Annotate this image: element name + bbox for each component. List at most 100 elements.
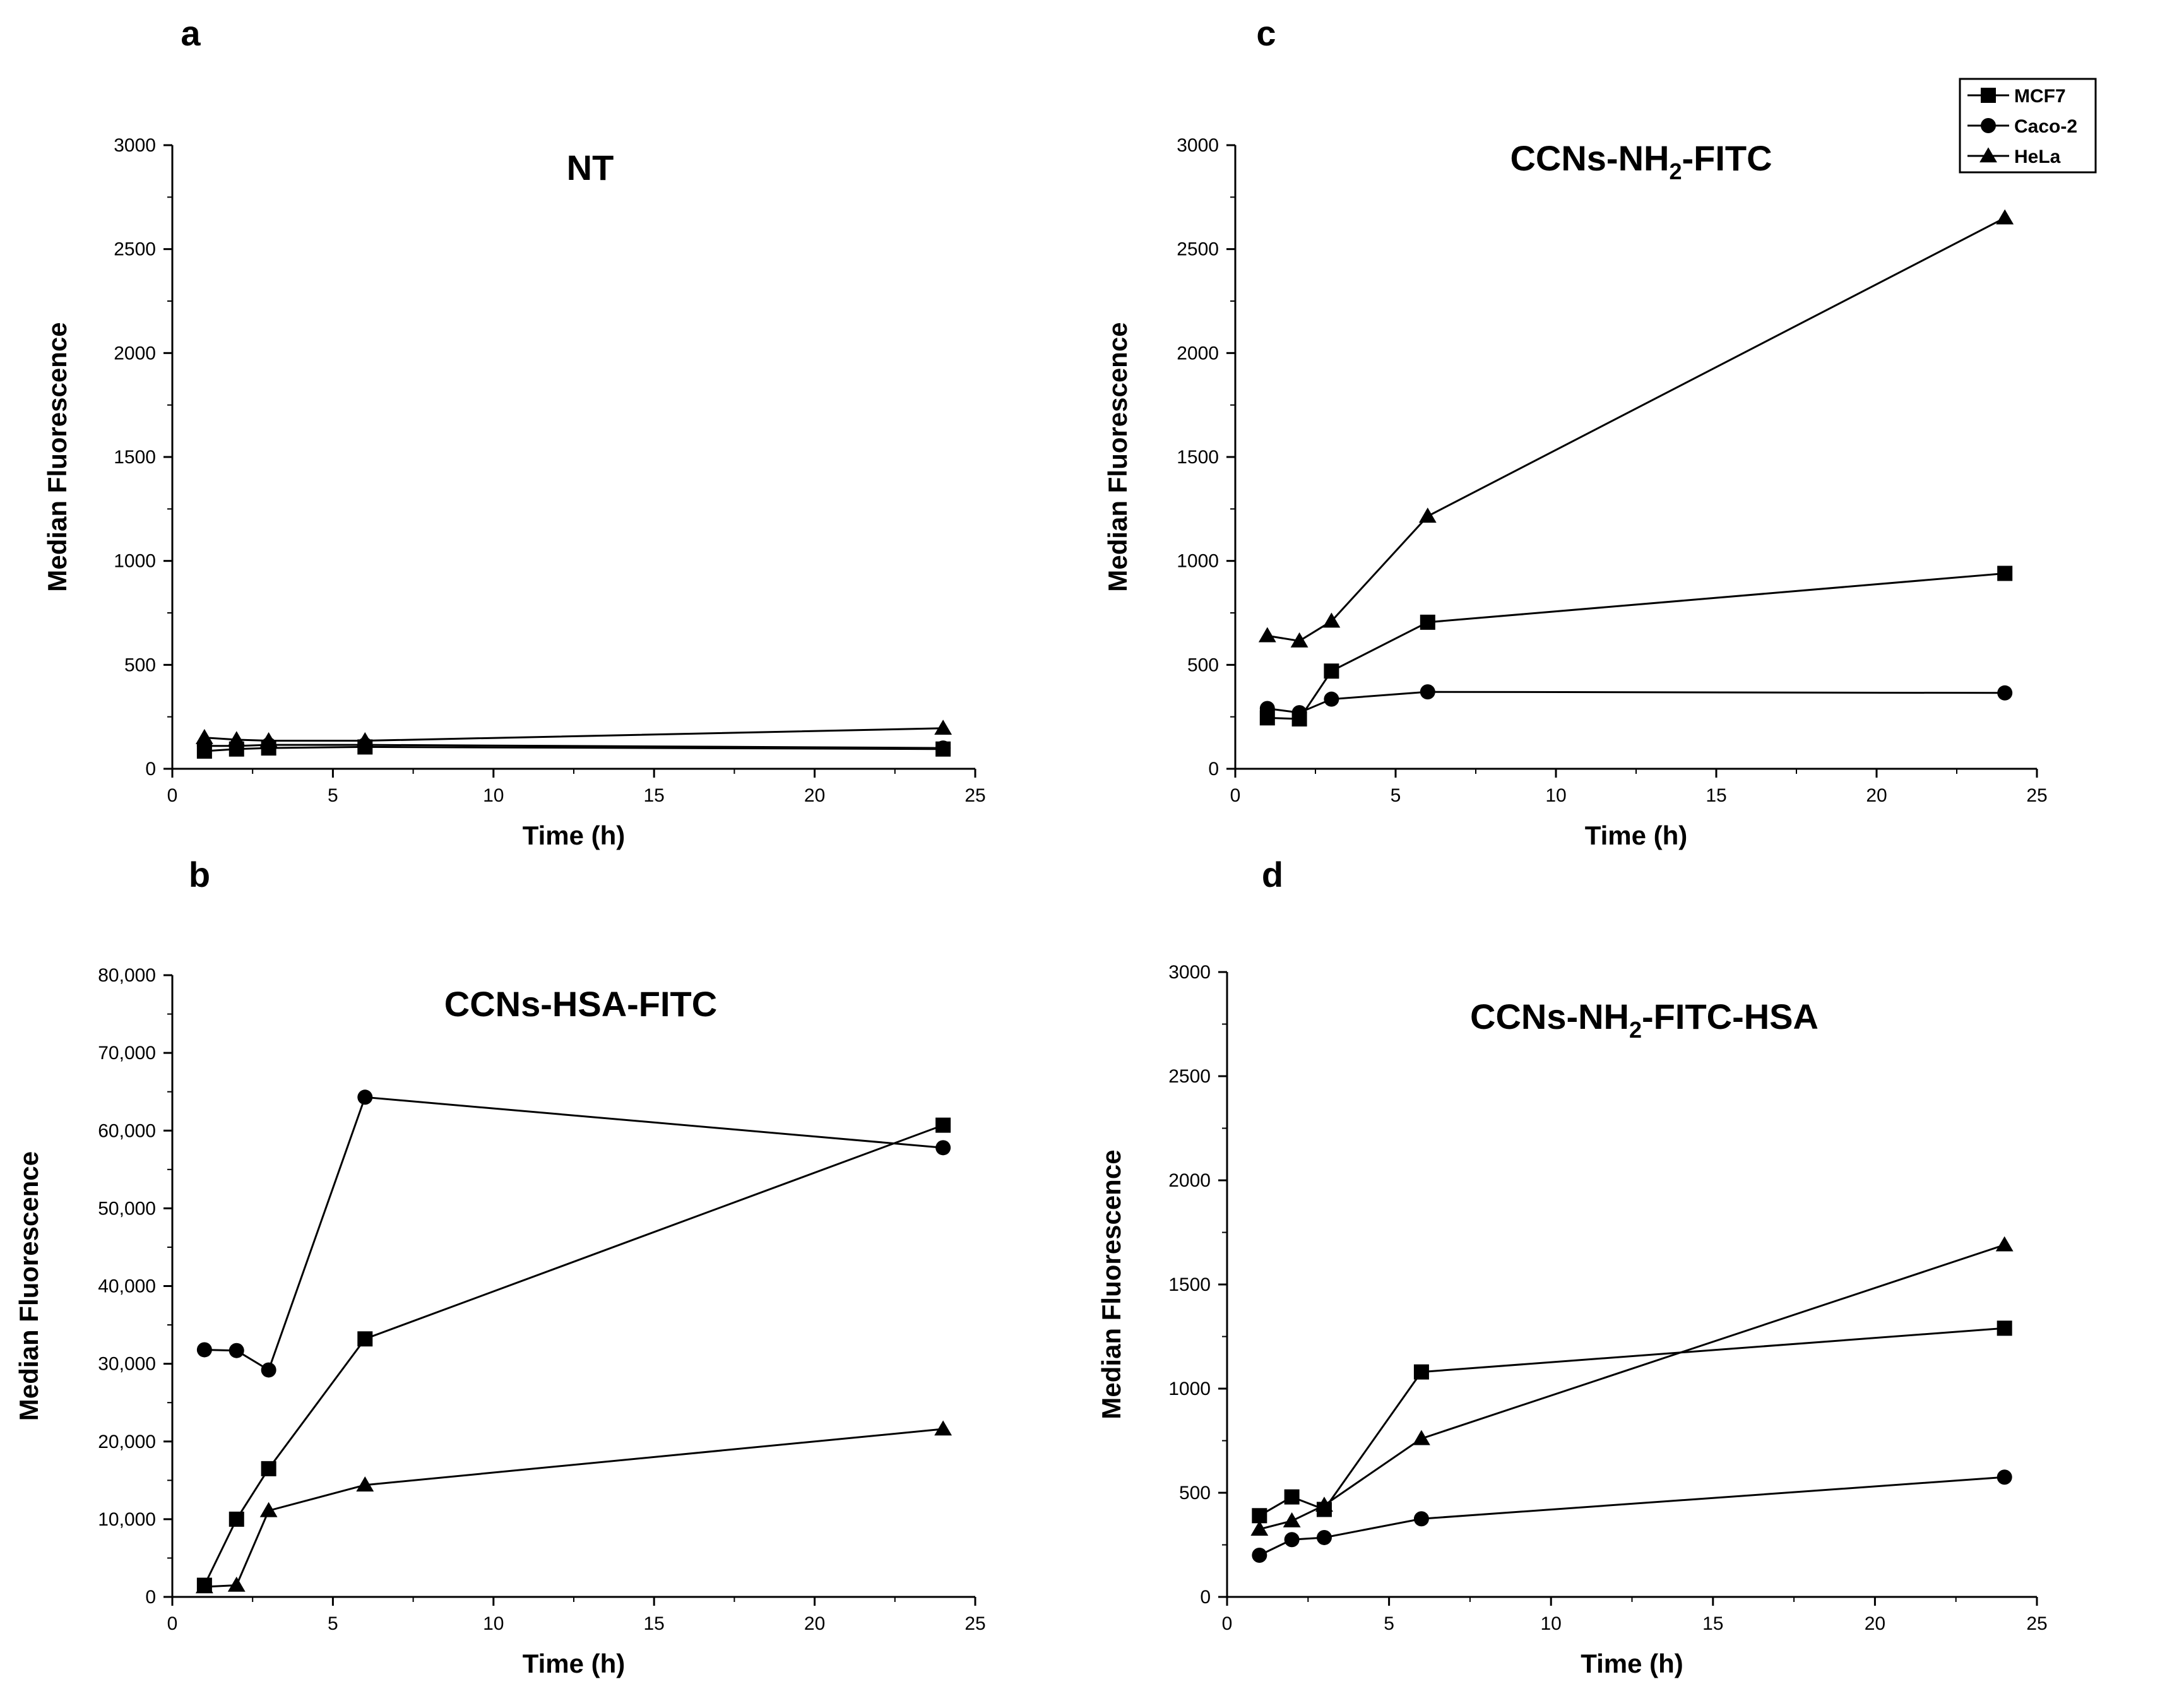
data-point	[356, 732, 374, 747]
panel-letter: d	[1262, 855, 1283, 894]
series-line	[1267, 572, 2005, 720]
x-tick-label: 0	[1230, 785, 1241, 806]
series-line	[1267, 691, 2005, 714]
chart-title: CCNs-HSA-FITC	[444, 984, 717, 1024]
y-tick-label: 2500	[1177, 239, 1219, 260]
data-point	[935, 740, 951, 756]
x-tick-label: 10	[483, 785, 504, 806]
x-tick-label: 20	[1866, 785, 1887, 806]
data-point	[1996, 209, 2014, 225]
x-axis-label: Time (h)	[1581, 1649, 1683, 1678]
data-point	[228, 1343, 244, 1358]
data-point	[1252, 1548, 1267, 1563]
y-tick-label: 0	[145, 759, 156, 780]
y-tick-label: 10,000	[98, 1509, 156, 1530]
chart-title-subscript: 2	[1629, 1017, 1642, 1043]
series-line	[204, 1428, 944, 1588]
y-tick-label: 3000	[114, 135, 156, 156]
x-tick-label: 20	[804, 1613, 825, 1634]
data-point	[1413, 1511, 1429, 1527]
data-point	[1315, 1497, 1333, 1512]
data-point	[227, 731, 246, 747]
x-axis-label: Time (h)	[523, 821, 626, 850]
y-tick-label: 1500	[114, 447, 156, 468]
x-tick-label: 10	[1541, 1613, 1562, 1634]
y-tick-label: 2000	[114, 343, 156, 364]
data-point	[935, 1140, 951, 1156]
data-point	[195, 728, 213, 744]
data-point	[1290, 632, 1308, 648]
series-line	[203, 1124, 944, 1586]
series-line	[204, 727, 944, 742]
series-hela	[1250, 1236, 2014, 1536]
series-hela	[1258, 209, 2014, 648]
data-point	[196, 1342, 212, 1358]
data-point	[1420, 684, 1435, 700]
y-tick-label: 60,000	[98, 1120, 156, 1141]
data-point	[1283, 1512, 1301, 1527]
x-tick-label: 5	[1391, 785, 1401, 806]
series-hela	[195, 720, 952, 747]
y-tick-label: 500	[1179, 1483, 1211, 1503]
series-hela	[195, 1420, 952, 1594]
chart-title-suffix: -FITC-HSA	[1642, 997, 1819, 1036]
x-tick-label: 15	[1702, 1613, 1723, 1634]
series-line	[1259, 1327, 2005, 1517]
data-point	[261, 1362, 276, 1378]
x-tick-label: 0	[1222, 1613, 1233, 1634]
panel-letter: a	[181, 13, 201, 53]
chart-title: NT	[567, 148, 614, 187]
series-mcf7	[1259, 566, 2013, 726]
legend-label: Caco-2	[2014, 116, 2077, 137]
data-point	[356, 1476, 374, 1492]
legend-marker	[1981, 88, 1996, 103]
y-tick-label: 1500	[1168, 1274, 1211, 1295]
data-point	[1418, 507, 1437, 523]
x-axis-label: Time (h)	[1585, 821, 1688, 850]
x-tick-label: 15	[1706, 785, 1726, 806]
x-tick-label: 10	[483, 1613, 504, 1634]
series-mcf7	[1252, 1320, 2012, 1524]
series-line	[1267, 216, 2005, 643]
y-tick-label: 0	[1200, 1587, 1211, 1608]
y-tick-label: 2500	[114, 239, 156, 260]
y-tick-label: 0	[145, 1587, 156, 1608]
y-tick-label: 2000	[1168, 1170, 1211, 1191]
data-point	[1997, 1320, 2012, 1336]
y-tick-label: 30,000	[98, 1354, 156, 1375]
legend-marker	[1979, 147, 1997, 163]
series-caco-2	[196, 1089, 951, 1378]
data-point	[1250, 1521, 1269, 1536]
x-tick-label: 25	[964, 1613, 985, 1634]
y-tick-label: 3000	[1177, 135, 1219, 156]
data-point	[357, 1089, 373, 1105]
chart-title: CCNs-NH2-FITC	[1510, 138, 1772, 184]
data-point	[1997, 566, 2013, 581]
chart-panel-a: a NT 0 5 10 15 20 25 0 500 1000 1500 2000 2500 3000 Tim…	[42, 13, 986, 850]
data-point	[935, 1117, 951, 1133]
y-axis-label: Median Fluorescence	[1103, 322, 1132, 591]
legend-marker	[1981, 118, 1996, 133]
chart-title-main: CCNs-NH	[1470, 997, 1629, 1036]
data-point	[1420, 614, 1435, 630]
data-point	[1324, 691, 1339, 707]
x-tick-label: 15	[644, 1613, 665, 1634]
series-caco-2	[1259, 684, 2013, 721]
data-point	[357, 1331, 373, 1347]
panel-letter: b	[189, 855, 210, 894]
series-line	[204, 1096, 944, 1372]
x-tick-label: 0	[167, 1613, 178, 1634]
data-point	[259, 732, 278, 747]
y-tick-label: 50,000	[98, 1198, 156, 1219]
data-point	[1322, 612, 1341, 628]
chart-title-main: CCNs-NH	[1510, 138, 1669, 178]
y-tick-label: 1000	[114, 551, 156, 572]
y-axis-label: Median Fluorescence	[1096, 1149, 1126, 1419]
legend-label: HeLa	[2014, 146, 2061, 167]
chart-title-main: CCNs-HSA-FITC	[444, 984, 717, 1024]
x-tick-label: 10	[1545, 785, 1566, 806]
data-point	[1995, 1236, 2014, 1252]
chart-title-subscript: 2	[1669, 158, 1682, 184]
y-tick-label: 500	[1187, 655, 1219, 675]
